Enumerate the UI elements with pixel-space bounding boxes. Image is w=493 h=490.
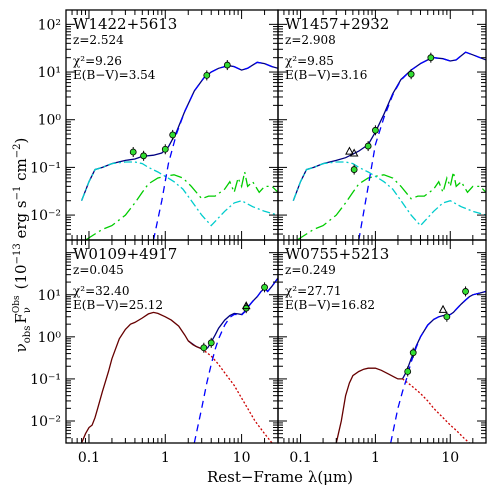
panel-source-name: W0109+4917: [73, 245, 177, 263]
photometry-point: [203, 71, 211, 79]
photometry-point: [261, 283, 268, 291]
series-line-host_tail: [201, 348, 273, 443]
series-group: [335, 290, 486, 443]
panel-source-name: W0755+5213: [285, 245, 389, 263]
y-label-fsup: Obs: [12, 295, 22, 313]
photometry-point: [462, 288, 469, 295]
series-line-total: [401, 290, 486, 380]
series-line-host_tail: [402, 378, 470, 443]
photometry-point: [350, 166, 358, 173]
x-axis-label: Rest−Frame λ(μm): [207, 468, 353, 486]
photometry-point: [140, 152, 148, 160]
y-label-units3: cm: [12, 158, 30, 185]
y-label-exp2: −1: [12, 186, 23, 201]
upper-limit-marker: [241, 301, 251, 310]
photometry-point: [207, 339, 215, 347]
panel-redshift: z=2.524: [73, 33, 124, 47]
y-tick-label: 10²: [38, 17, 61, 33]
y-label-nu: ν: [12, 343, 30, 352]
photometry-point: [200, 344, 208, 352]
series-line-galaxy: [296, 171, 486, 240]
series-line-host: [335, 367, 403, 443]
y-tick-label: 10¹: [38, 288, 61, 304]
series-line-agn_obscured: [152, 61, 278, 240]
panel-chi2: χ²=9.26: [73, 54, 122, 68]
x-tick-label: 1: [161, 450, 170, 466]
photometry-point: [427, 54, 435, 62]
series-line-agn_unobscured: [292, 161, 486, 227]
y-label-units: (10: [12, 264, 30, 289]
photometry-point: [223, 61, 231, 69]
y-label-exp3: −2: [12, 144, 23, 159]
panel-ebv: E(B−V)=3.54: [73, 68, 156, 82]
photometry-point: [407, 70, 415, 78]
panel-source-name: W1422+5613: [73, 15, 177, 33]
panel-ebv: E(B−V)=16.82: [285, 298, 375, 312]
x-tick-label: 1: [371, 450, 380, 466]
photometry-point: [364, 142, 372, 150]
y-tick-label: 10⁻¹: [30, 372, 61, 388]
series-line-agn_unobscured: [80, 161, 278, 227]
panel-redshift: z=0.249: [285, 263, 336, 277]
x-tick-label: 0.1: [289, 450, 311, 466]
panel-redshift: z=2.908: [285, 33, 336, 47]
series-line-galaxy: [85, 171, 278, 240]
panel-source-name: W1457+2932: [285, 15, 389, 33]
photometry-point: [161, 145, 169, 153]
upper-limit-marker: [438, 304, 448, 313]
photometry-point: [443, 313, 451, 321]
panel-chi2: χ²=27.71: [285, 284, 342, 298]
panel-chi2: χ²=9.85: [285, 54, 334, 68]
series-line-agn_obscured: [358, 51, 486, 240]
y-label-F: F: [12, 313, 30, 323]
x-tick-label: 10: [441, 450, 459, 466]
y-tick-label: 10¹: [38, 65, 61, 81]
panel-ebv: E(B−V)=3.16: [285, 68, 367, 82]
upper-limit-marker: [349, 148, 359, 157]
photometry-point: [169, 131, 177, 139]
y-tick-label: 10⁻²: [30, 414, 61, 430]
x-tick-label: 0.1: [78, 450, 100, 466]
panel-ebv: E(B−V)=25.12: [73, 298, 163, 312]
y-tick-label: 10⁰: [38, 113, 62, 129]
panel-chi2: χ²=32.40: [73, 284, 130, 298]
series-line-host: [81, 311, 202, 443]
series-group: [292, 51, 486, 240]
photometry-point: [409, 349, 417, 357]
y-label-close: ): [12, 138, 30, 144]
x-tick-label: 10: [233, 450, 251, 466]
y-label-fsub: ν: [22, 307, 33, 313]
panel-redshift: z=0.045: [73, 263, 124, 277]
y-label-units2: erg s: [12, 200, 30, 243]
series-line-agn_obscured: [390, 290, 486, 443]
panel-frame: [277, 239, 487, 444]
y-label-exp: −13: [12, 243, 23, 264]
y-tick-label: 10⁻²: [30, 208, 61, 224]
photometry-point: [129, 148, 137, 156]
upper-limit-marker: [345, 146, 354, 155]
y-tick-label: 10⁻¹: [30, 160, 61, 176]
series-line-agn_obscured: [193, 277, 278, 443]
photometry-point: [404, 368, 412, 375]
y-tick-label: 10⁰: [38, 330, 62, 346]
y-label-obs: obs: [22, 326, 33, 344]
y-axis-label: νobsFνObs(10−13 erg s−1 cm−2): [12, 138, 33, 353]
series-line-total: [80, 61, 278, 201]
photometry-point: [372, 126, 379, 134]
series-group: [80, 61, 278, 240]
